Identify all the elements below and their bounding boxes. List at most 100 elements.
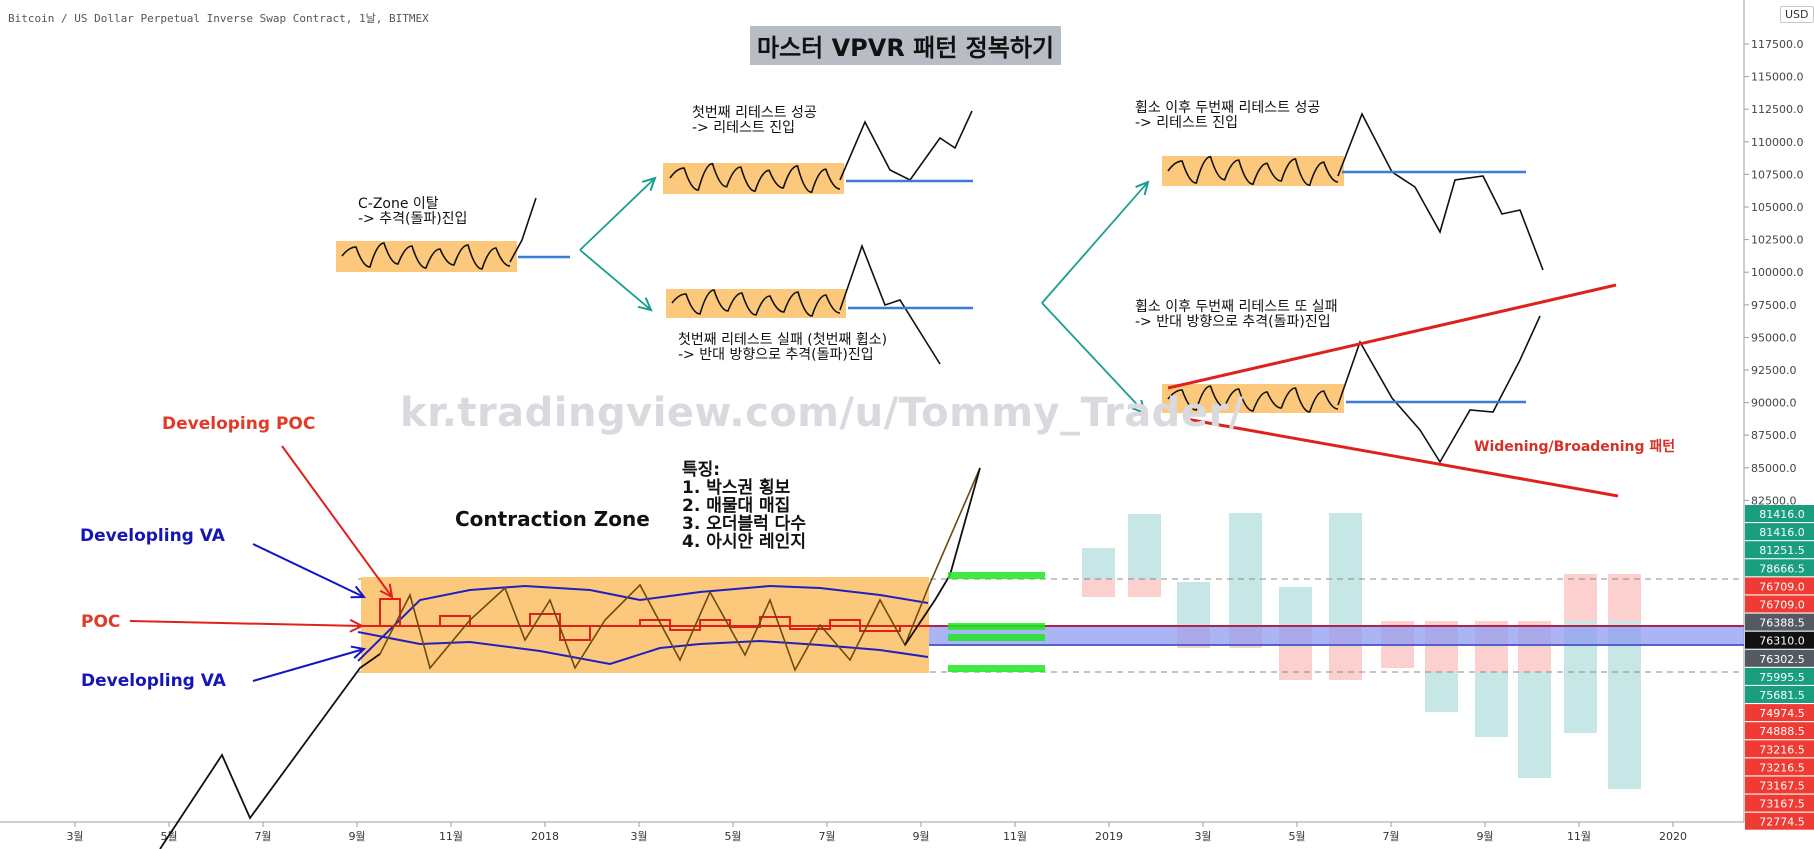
price-label-box <box>1745 686 1814 703</box>
label-developing-va-top: Developling VA <box>80 526 225 546</box>
green-marker-bar <box>948 665 1045 672</box>
price-label-box <box>1745 758 1814 776</box>
price-label-text: 73167.5 <box>1759 798 1805 811</box>
diagram-wave-a <box>341 242 511 270</box>
time-tick-label: 11월 <box>439 830 463 843</box>
price-label-box <box>1745 631 1814 649</box>
arrow-to-success-d <box>1041 181 1149 304</box>
currency-button[interactable]: USD <box>1780 6 1814 23</box>
price-label-box <box>1745 595 1814 613</box>
price-label-text: 75995.5 <box>1759 671 1805 684</box>
arrow-developing-va-bottom <box>252 648 365 682</box>
price-label-text: 78666.5 <box>1759 562 1805 575</box>
price-label-text: 76709.0 <box>1759 580 1805 593</box>
time-tick-label: 11월 <box>1567 830 1591 843</box>
price-label-text: 73216.5 <box>1759 743 1805 756</box>
price-label-text: 76709.0 <box>1759 599 1805 612</box>
time-tick-label: 3월 <box>630 830 647 843</box>
label-poc: POC <box>81 612 121 632</box>
time-tick-label: 5월 <box>724 830 741 843</box>
developing-va-upper-line <box>357 584 929 662</box>
time-tick-label: 5월 <box>1288 830 1305 843</box>
volume-bar-down <box>1082 579 1115 597</box>
price-tick-label: 87500.0 <box>1751 429 1797 442</box>
green-marker-bar <box>948 572 1045 579</box>
price-label-text: 73216.5 <box>1759 761 1805 774</box>
price-tick-label: 110000.0 <box>1751 136 1804 149</box>
volume-bar-up <box>1518 672 1551 778</box>
arrow-to-fail-d <box>1041 302 1146 414</box>
price-label-box <box>1745 776 1814 794</box>
diagram-wave-e <box>1167 385 1339 413</box>
time-tick-label: 9월 <box>348 830 365 843</box>
price-label-box <box>1745 577 1814 595</box>
diagram-wave-c <box>671 289 841 317</box>
price-tick-label: 112500.0 <box>1751 103 1804 116</box>
time-tick-label: 11월 <box>1003 830 1027 843</box>
chart-title: 마스터 VPVR 패턴 정복하기 <box>750 26 1062 65</box>
arrow-to-success-a <box>579 177 656 251</box>
price-tick-label: 95000.0 <box>1751 331 1797 344</box>
time-tick-label: 7월 <box>1382 830 1399 843</box>
volume-bar-up <box>1229 513 1262 626</box>
arrow-developing-va-top-head <box>350 585 367 599</box>
time-tick-label: 2019 <box>1095 830 1123 843</box>
price-label-text: 81416.0 <box>1759 508 1805 521</box>
arrow-developing-va-top <box>252 543 365 598</box>
price-label-text: 74974.5 <box>1759 707 1805 720</box>
price-label-text: 76302.5 <box>1759 653 1805 666</box>
price-tick-label: 107500.0 <box>1751 168 1804 181</box>
green-marker-bar <box>948 623 1045 630</box>
time-tick-label: 7월 <box>818 830 835 843</box>
time-tick-label: 2018 <box>531 830 559 843</box>
diagram-retest-d <box>1337 112 1544 271</box>
volume-bar-up <box>1082 548 1115 579</box>
arrow-to-fail-a <box>579 249 652 311</box>
price-label-text: 74888.5 <box>1759 725 1805 738</box>
volume-bar-up <box>1128 514 1161 579</box>
annotation-first-retest-success: 첫번째 리테스트 성공 -> 리테스트 진입 <box>692 105 817 136</box>
price-tick-label: 105000.0 <box>1751 201 1804 214</box>
arrow-to-success-d-head <box>1135 180 1150 196</box>
price-tick-label: 92500.0 <box>1751 364 1797 377</box>
annotation-second-retest-success: 휩소 이후 두번째 리테스트 성공 -> 리테스트 진입 <box>1135 100 1321 131</box>
price-tick-label: 102500.0 <box>1751 234 1804 247</box>
label-contraction-zone: Contraction Zone <box>455 507 650 531</box>
volume-bar-up <box>1475 672 1508 737</box>
price-tick-label: 85000.0 <box>1751 462 1797 475</box>
time-tick-label: 3월 <box>66 830 83 843</box>
time-tick-label: 9월 <box>1476 830 1493 843</box>
volume-bar-down <box>1564 574 1597 621</box>
annotation-second-retest-fail: 휩소 이후 두번째 리테스트 또 실패 -> 반대 방향으로 추격(돌파)진입 <box>1135 299 1338 330</box>
volume-bar-up <box>1279 587 1312 626</box>
diagram-wave-b <box>669 162 841 194</box>
price-label-box <box>1745 740 1814 758</box>
broadening-lower-line <box>1185 417 1619 498</box>
price-label-box <box>1745 649 1814 667</box>
price-label-text: 76310.0 <box>1759 635 1805 648</box>
arrow-developing-poc <box>281 445 393 598</box>
price-tick-label: 90000.0 <box>1751 397 1797 410</box>
watermark: kr.tradingview.com/u/Tommy_Trader/ <box>400 390 1244 436</box>
diagram-breakout-a <box>509 197 537 263</box>
broadening-upper-line <box>1167 283 1617 390</box>
price-label-box <box>1745 667 1814 685</box>
price-tick-label: 115000.0 <box>1751 71 1804 84</box>
price-label-text: 75681.5 <box>1759 689 1805 702</box>
price-path-breakout <box>904 467 981 646</box>
annotation-widening-pattern: Widening/Broadening 패턴 <box>1474 439 1676 455</box>
price-label-text: 81251.5 <box>1759 544 1805 557</box>
diagram-fail-c <box>839 243 941 365</box>
time-tick-label: 2020 <box>1659 830 1687 843</box>
volume-bar-up <box>1177 582 1210 626</box>
price-label-box <box>1745 722 1814 740</box>
symbol-info: Bitcoin / US Dollar Perpetual Inverse Sw… <box>8 12 429 25</box>
green-marker-bar <box>948 634 1045 641</box>
price-tick-label: 82500.0 <box>1751 494 1797 507</box>
price-label-box <box>1745 704 1814 722</box>
diagram-zone-b <box>663 163 844 194</box>
time-tick-label: 3월 <box>1194 830 1211 843</box>
arrow-to-fail-a-head <box>637 297 653 312</box>
